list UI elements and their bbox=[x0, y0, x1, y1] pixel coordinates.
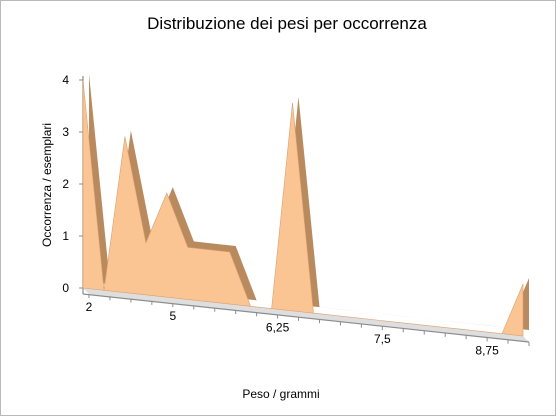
x-axis-line bbox=[82, 293, 530, 343]
y-axis-ticks: 0 1 2 3 4 bbox=[62, 73, 83, 295]
y-tick-label: 0 bbox=[62, 281, 69, 295]
area-series bbox=[82, 79, 524, 337]
x-axis-label: Peso / grammi bbox=[242, 387, 319, 401]
chart-title: Distribuzione dei pesi per occorrenza bbox=[147, 14, 427, 33]
x-tick-label: 8,75 bbox=[475, 343, 499, 357]
x-axis-ticks: 2 5 6,25 7,5 8,75 bbox=[86, 294, 530, 357]
series-area-group bbox=[82, 74, 529, 337]
x-tick-label: 7,5 bbox=[374, 332, 391, 346]
y-tick-label: 1 bbox=[62, 229, 69, 243]
x-tick-label: 5 bbox=[169, 309, 176, 323]
y-tick-label: 3 bbox=[62, 125, 69, 139]
chart-floor bbox=[83, 288, 529, 342]
y-axis-label: Occorrenza / esemplari bbox=[40, 123, 54, 247]
y-tick-label: 2 bbox=[62, 177, 69, 191]
y-tick-label: 4 bbox=[62, 73, 69, 87]
x-tick-label: 2 bbox=[86, 300, 93, 314]
x-tick-label: 6,25 bbox=[266, 321, 290, 335]
